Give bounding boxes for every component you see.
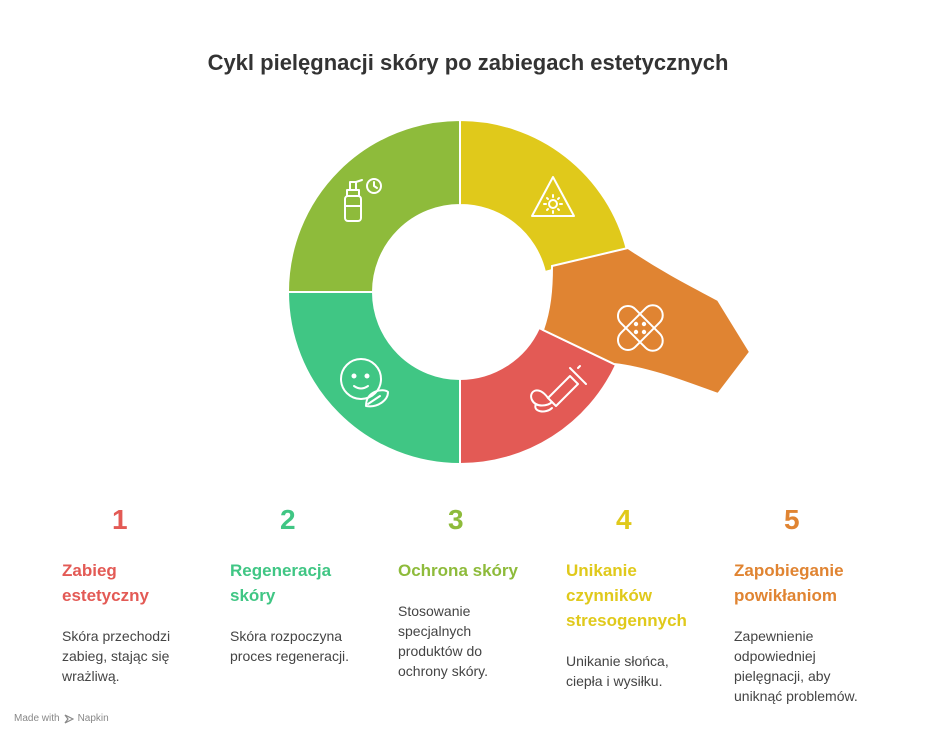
segment-1 [459, 326, 618, 466]
face-leaf-icon [340, 358, 389, 408]
footer-made-with: Made with [14, 713, 60, 724]
step-5-number: 5 [784, 504, 800, 535]
segment-2 [286, 291, 461, 466]
step-3: 3 Ochrona skóry Stosowanie specjalnych p… [398, 500, 548, 681]
step-4-description: Unikanie słońca, ciepła i wysiłku. [566, 653, 669, 689]
cycle-diagram [286, 118, 752, 466]
spray-bottle-icon [344, 178, 382, 222]
napkin-logo-icon [64, 713, 74, 724]
step-4-number: 4 [616, 504, 632, 535]
step-2-heading: Regeneracja skóry [230, 561, 332, 605]
step-1: 1 Zabieg estetyczny Skóra przechodzi zab… [62, 500, 212, 686]
step-1-number: 1 [112, 504, 128, 535]
bandage-icon [616, 304, 664, 352]
step-3-number: 3 [448, 504, 464, 535]
syringe-icon [530, 365, 587, 413]
step-2-description: Skóra rozpoczyna proces regeneracji. [230, 628, 350, 664]
step-4-heading: Unikanie czynników stresogennych [566, 561, 687, 630]
step-1-heading: Zabieg estetyczny [62, 561, 149, 605]
diagram-title: Cykl pielęgnacji skóry po zabiegach este… [207, 50, 729, 75]
sun-warning-icon [531, 176, 575, 217]
step-3-description: Stosowanie specjalnych produktów do ochr… [398, 603, 488, 679]
step-4: 4 Unikanie czynników stresogennych Unika… [566, 500, 716, 691]
segment-3 [286, 118, 461, 293]
step-2: 2 Regeneracja skóry Skóra rozpoczyna pro… [230, 500, 380, 666]
step-3-heading: Ochrona skóry [398, 561, 518, 580]
step-5-description: Zapewnienie odpowiedniej pielęgnacji, ab… [734, 628, 858, 704]
footer: Made with Napkin [14, 713, 109, 724]
step-2-number: 2 [280, 504, 296, 535]
footer-brand: Napkin [77, 713, 109, 724]
step-1-description: Skóra przechodzi zabieg, stając się wraż… [62, 628, 171, 684]
step-5-heading: Zapobieganie powikłaniom [734, 561, 844, 605]
step-5: 5 Zapobieganie powikłaniom Zapewnienie o… [734, 500, 884, 706]
